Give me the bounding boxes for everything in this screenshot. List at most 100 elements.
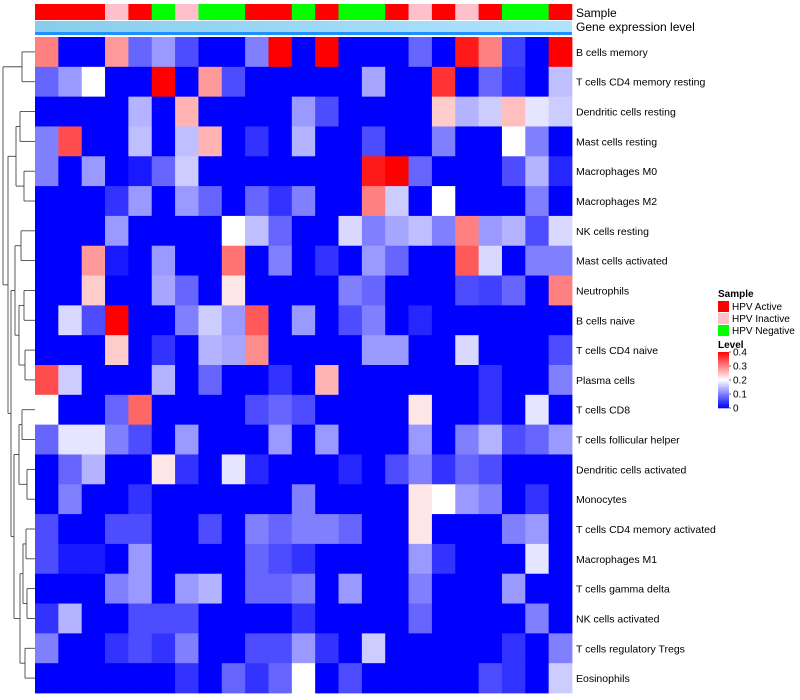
heatmap-cell bbox=[291, 156, 316, 187]
row-label: Macrophages M1 bbox=[576, 554, 657, 566]
heatmap-cell bbox=[221, 305, 246, 336]
heatmap-cell bbox=[128, 126, 153, 157]
level-colorbar-segment bbox=[718, 356, 729, 358]
heatmap-cell bbox=[175, 394, 199, 426]
heatmap-cell bbox=[548, 514, 573, 545]
heatmap-cell bbox=[151, 186, 176, 217]
heatmap-cell bbox=[105, 365, 129, 396]
heatmap-cell bbox=[128, 66, 153, 98]
heatmap-cell bbox=[105, 305, 129, 336]
heatmap-cell bbox=[128, 245, 153, 276]
heatmap-cell bbox=[105, 424, 129, 455]
heatmap-cell bbox=[81, 275, 106, 306]
heatmap-cell bbox=[525, 275, 550, 306]
heatmap-cell bbox=[501, 543, 526, 575]
heatmap-cell bbox=[338, 484, 363, 515]
heatmap-cell bbox=[548, 394, 573, 426]
heatmap-cell bbox=[408, 603, 433, 634]
heatmap-cell bbox=[151, 633, 176, 664]
sample-legend-title: Sample bbox=[718, 289, 754, 300]
heatmap-cell bbox=[431, 454, 456, 485]
heatmap-cell bbox=[315, 573, 339, 604]
heatmap-cell bbox=[548, 424, 573, 455]
heatmap-cell bbox=[268, 66, 293, 98]
heatmap-cell bbox=[525, 663, 550, 694]
heatmap-cell bbox=[291, 514, 316, 545]
heatmap-cell bbox=[478, 543, 503, 575]
heatmap-cell bbox=[35, 484, 59, 515]
heatmap-cell bbox=[128, 394, 153, 426]
level-colorbar-segment bbox=[718, 364, 729, 367]
heatmap-cell bbox=[478, 454, 503, 485]
heatmap-cell bbox=[151, 66, 176, 98]
heatmap-cell bbox=[268, 305, 293, 336]
heatmap-cell bbox=[548, 633, 573, 664]
heatmap-cell bbox=[548, 156, 573, 187]
heatmap-cell bbox=[408, 335, 433, 366]
heatmap-cell bbox=[221, 156, 246, 187]
heatmap-cell bbox=[431, 603, 456, 634]
heatmap-cell bbox=[338, 275, 363, 306]
heatmap-cell bbox=[548, 543, 573, 575]
heatmap-cell bbox=[35, 96, 59, 127]
heatmap-cell bbox=[245, 424, 269, 455]
heatmap-cell bbox=[455, 633, 480, 664]
heatmap-cell bbox=[198, 365, 223, 396]
heatmap-cell bbox=[408, 365, 433, 396]
heatmap-cell bbox=[315, 603, 339, 634]
row-label: T cells CD4 memory activated bbox=[576, 524, 716, 536]
heatmap-cell bbox=[221, 96, 246, 127]
level-colorbar-segment bbox=[718, 373, 729, 375]
heatmap-cell bbox=[315, 186, 339, 217]
heatmap-cell bbox=[105, 275, 129, 306]
heatmap-cell bbox=[175, 454, 199, 485]
heatmap-cell bbox=[315, 305, 339, 336]
heatmap-cell bbox=[105, 514, 129, 545]
heatmap-cell bbox=[455, 156, 480, 187]
heatmap-cell bbox=[151, 156, 176, 187]
heatmap-cell bbox=[315, 66, 339, 98]
heatmap-cell bbox=[431, 335, 456, 366]
heatmap-cell bbox=[501, 394, 526, 426]
level-colorbar-segment bbox=[718, 382, 729, 385]
level-colorbar-segment bbox=[718, 363, 729, 365]
heatmap-cell bbox=[35, 573, 59, 604]
sample-legend-label: HPV Active bbox=[732, 302, 782, 313]
heatmap-cell bbox=[35, 365, 59, 396]
level-colorbar-segment bbox=[718, 385, 729, 388]
heatmap-cell bbox=[408, 484, 433, 515]
heatmap-cell bbox=[245, 305, 269, 336]
level-colorbar-segment bbox=[718, 359, 729, 361]
sample-annotation-cell bbox=[501, 4, 526, 20]
level-colorbar-segment bbox=[718, 378, 729, 381]
heatmap-cell bbox=[431, 66, 456, 98]
heatmap-cell bbox=[431, 543, 456, 575]
heatmap-cell bbox=[338, 603, 363, 634]
heatmap-cell bbox=[175, 37, 199, 68]
heatmap-cell bbox=[245, 394, 269, 426]
heatmap-cell bbox=[81, 66, 106, 98]
heatmap-cell bbox=[525, 454, 550, 485]
heatmap-cell bbox=[361, 514, 386, 545]
heatmap-cell bbox=[35, 37, 59, 68]
heatmap-cell bbox=[245, 484, 269, 515]
heatmap-cell bbox=[431, 633, 456, 664]
heatmap-cell bbox=[58, 603, 83, 634]
heatmap-cell bbox=[291, 424, 316, 455]
heatmap-cell bbox=[268, 394, 293, 426]
heatmap-cell bbox=[431, 484, 456, 515]
level-colorbar-segment bbox=[718, 360, 729, 363]
heatmap-cell bbox=[455, 663, 480, 694]
heatmap-cell bbox=[315, 245, 339, 276]
heatmap-cell bbox=[408, 156, 433, 187]
heatmap-cell bbox=[198, 96, 223, 127]
heatmap-cell bbox=[455, 454, 480, 485]
heatmap-cell bbox=[81, 215, 106, 247]
row-label: Monocytes bbox=[576, 494, 627, 506]
heatmap-cell bbox=[361, 454, 386, 485]
heatmap-cell bbox=[408, 126, 433, 157]
heatmap-cell bbox=[525, 633, 550, 664]
heatmap-cell bbox=[151, 424, 176, 455]
heatmap-cell bbox=[385, 663, 409, 694]
